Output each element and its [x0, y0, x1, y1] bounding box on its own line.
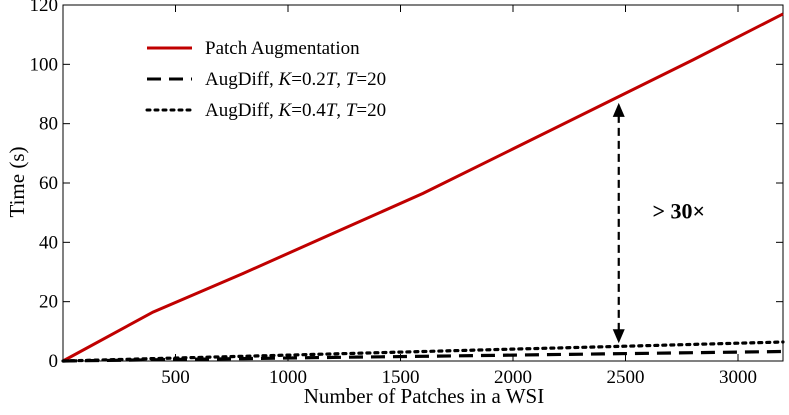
y-tick-label: 100: [30, 54, 59, 75]
series-line-3: [61, 340, 785, 363]
x-tick-label: 1000: [269, 367, 307, 388]
legend-label-2: AugDiff, K=0.2T, T=20: [205, 69, 386, 90]
plot-frame: [62, 4, 784, 362]
x-tick-label: 2500: [607, 367, 645, 388]
legend-label-3: AugDiff, K=0.4T, T=20: [205, 100, 386, 121]
x-tick-label: 1500: [382, 367, 420, 388]
x-tick-label: 3000: [719, 367, 757, 388]
y-tick-label: 120: [30, 0, 59, 16]
y-tick-label: 40: [39, 232, 58, 253]
y-axis-title: Time (s): [5, 147, 29, 218]
y-tick-label: 60: [39, 173, 58, 194]
y-tick-label: 20: [39, 292, 58, 313]
legend-label-1: Patch Augmentation: [205, 38, 360, 59]
x-tick-label: 2000: [494, 367, 532, 388]
annotation-arrowhead-down: [612, 329, 625, 344]
y-tick-label: 80: [39, 114, 58, 135]
x-axis-title: Number of Patches in a WSI: [304, 384, 544, 408]
annotation-arrowhead-up: [612, 102, 625, 117]
annotation-label: > 30×: [653, 199, 706, 224]
x-tick-label: 500: [161, 367, 190, 388]
series-line-1: [62, 12, 784, 363]
y-tick-label: 0: [49, 351, 59, 372]
